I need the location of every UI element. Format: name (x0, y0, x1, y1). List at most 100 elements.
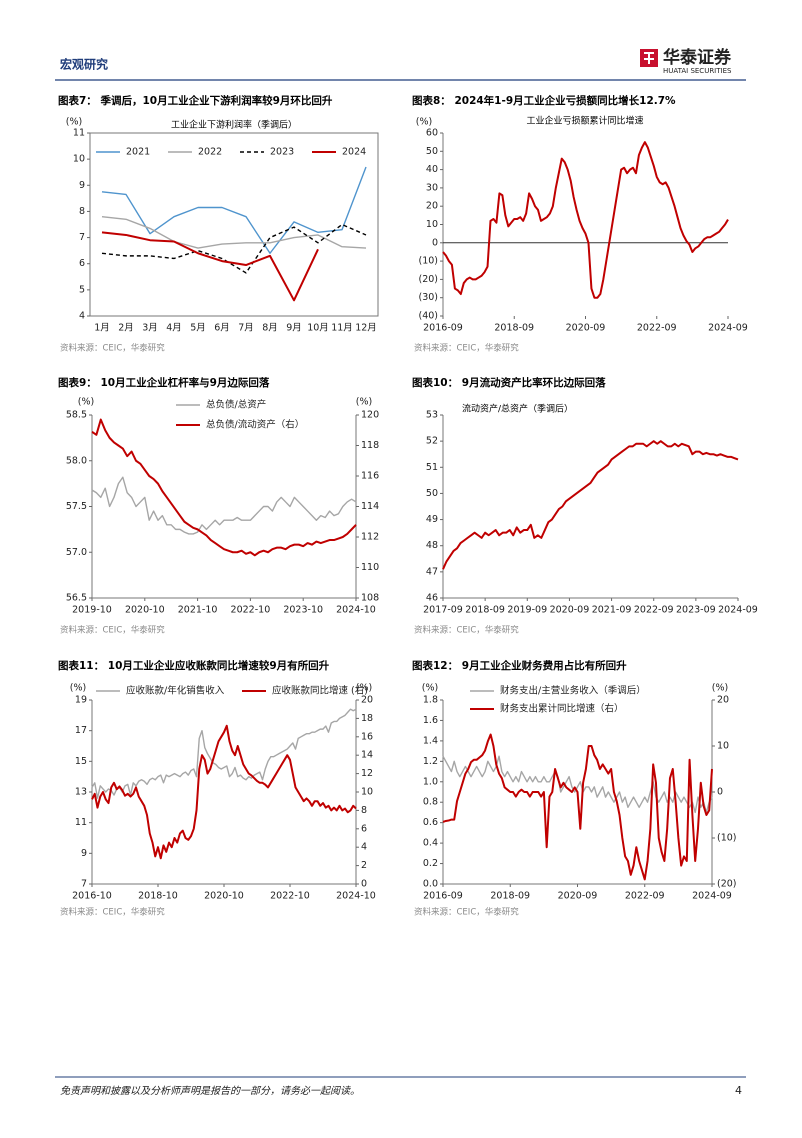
legend-label: 2022 (198, 147, 222, 158)
legend-label: 财务支出/主营业务收入（季调后） (500, 685, 646, 697)
y-tick-label: 15 (75, 756, 87, 767)
y-tick-label: 0 (432, 237, 438, 248)
y-tick-label: 4 (79, 311, 85, 322)
y-axis-unit: (%) (422, 683, 438, 694)
legend-label: 2023 (270, 147, 294, 158)
y-tick-label: (20) (418, 274, 438, 285)
figure-caption: 图表7： 季调后，10月工业企业下游利润率较9月环比回升 (58, 94, 333, 107)
y-tick-label: 5 (79, 284, 85, 295)
y-tick-label: 58.0 (66, 455, 87, 466)
y-tick-label: 17 (75, 725, 87, 736)
y-tick-label: 50 (426, 488, 438, 499)
x-tick-label: 2020-10 (125, 605, 165, 616)
source-note: 资料来源：CEIC，华泰研究 (60, 907, 165, 918)
y-tick-label: 30 (426, 182, 438, 193)
y2-tick-label: 118 (361, 440, 379, 451)
y2-tick-label: 110 (361, 562, 379, 573)
y-tick-label: 8 (79, 206, 85, 217)
y-tick-label: 1.4 (423, 735, 438, 746)
chart-title: 工业企业下游利润率（季调后） (171, 119, 297, 131)
x-tick-label: 2022-09 (625, 891, 665, 902)
y-tick-label: 1.0 (423, 776, 438, 787)
legend-label: 2024 (342, 147, 366, 158)
x-tick-label: 2020-09 (558, 891, 598, 902)
section-label: 宏观研究 (60, 57, 108, 72)
chart-title: 工业企业亏损额累计同比增速 (526, 115, 643, 127)
x-tick-label: 2019-09 (507, 605, 547, 616)
series-line (442, 141, 729, 299)
y-tick-label: 10 (73, 154, 85, 165)
y-tick-label: (30) (418, 292, 438, 303)
y-tick-label: 0.8 (423, 797, 438, 808)
brand-name: 华泰证券 (663, 47, 732, 68)
y2-tick-label: 120 (361, 410, 379, 421)
source-note: 资料来源：CEIC，华泰研究 (60, 343, 165, 354)
y-tick-label: 52 (426, 436, 438, 447)
y-tick-label: 51 (426, 462, 438, 473)
y-tick-label: 7 (79, 232, 85, 243)
source-note: 资料来源：CEIC，华泰研究 (60, 625, 165, 636)
x-tick-label: 2024-10 (336, 605, 376, 616)
y-tick-label: 0.6 (423, 817, 438, 828)
legend-label: 财务支出累计同比增速（右） (500, 703, 624, 715)
y-tick-label: 9 (81, 848, 87, 859)
series-line (101, 223, 367, 274)
y2-tick-label: (10) (717, 833, 737, 844)
x-tick-label: 2019-10 (72, 605, 112, 616)
x-tick-label: 6月 (214, 323, 230, 334)
x-tick-label: 2020-09 (566, 323, 606, 334)
x-tick-label: 11月 (331, 323, 353, 334)
y2-tick-label: 16 (361, 731, 373, 742)
series-line (101, 215, 367, 249)
brand-name-en: HUATAI SECURITIES (663, 67, 732, 75)
y-tick-label: 19 (75, 695, 87, 706)
y-tick-label: 20 (426, 201, 438, 212)
y-tick-label: 57.5 (66, 501, 87, 512)
x-tick-label: 2022-09 (634, 605, 674, 616)
series-line (101, 231, 319, 302)
x-tick-label: 12月 (355, 323, 377, 334)
x-tick-label: 2017-09 (423, 605, 463, 616)
figure-caption: 图表9： 10月工业企业杠杆率与9月边际回落 (58, 376, 270, 389)
series-line (91, 724, 357, 860)
y-tick-label: 0.4 (423, 838, 438, 849)
y-tick-label: 57.0 (66, 547, 87, 558)
y-tick-label: 47 (426, 566, 438, 577)
y2-tick-label: 20 (361, 695, 373, 706)
y-tick-label: 6 (79, 258, 85, 269)
y-tick-label: 13 (75, 787, 87, 798)
legend-label: 总负债/流动资产（右） (206, 419, 304, 431)
y-axis-unit: (%) (70, 683, 86, 694)
y2-tick-label: 20 (717, 695, 729, 706)
page-number: 4 (735, 1084, 742, 1097)
x-tick-label: 2018-10 (138, 891, 178, 902)
y-tick-label: 46 (426, 593, 438, 604)
y-tick-label: 60 (426, 128, 438, 139)
y-tick-label: 50 (426, 146, 438, 157)
x-tick-label: 1月 (94, 323, 110, 334)
y-axis-unit: (%) (78, 397, 94, 408)
x-tick-label: 8月 (262, 323, 278, 334)
x-tick-label: 2020-09 (550, 605, 590, 616)
legend-label: 应收账款/年化销售收入 (126, 685, 225, 697)
y2-axis-unit: (%) (712, 683, 728, 694)
y-tick-label: 0.0 (423, 879, 438, 890)
y2-axis-unit: (%) (356, 683, 372, 694)
series-line (91, 708, 357, 799)
x-tick-label: 2016-09 (423, 323, 463, 334)
y-tick-label: 58.5 (66, 410, 87, 421)
legend-label: 2021 (126, 147, 150, 158)
y2-tick-label: 14 (361, 750, 373, 761)
x-tick-label: 2018-09 (494, 323, 534, 334)
x-tick-label: 5月 (190, 323, 206, 334)
y-tick-label: 10 (426, 219, 438, 230)
y2-tick-label: 0 (717, 787, 723, 798)
x-tick-label: 7月 (238, 323, 254, 334)
figure-caption: 图表11： 10月工业企业应收账款同比增速较9月有所回升 (58, 659, 330, 672)
x-tick-label: 2024-09 (692, 891, 732, 902)
source-note: 资料来源：CEIC，华泰研究 (414, 343, 519, 354)
y2-tick-label: 4 (361, 842, 367, 853)
y2-tick-label: (20) (717, 879, 737, 890)
y2-tick-label: 18 (361, 713, 373, 724)
x-tick-label: 2018-09 (490, 891, 530, 902)
